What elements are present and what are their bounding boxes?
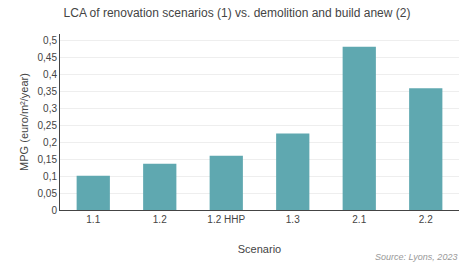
svg-text:0,05: 0,05 [38,188,58,199]
svg-text:1.3: 1.3 [286,214,300,225]
svg-text:2.2: 2.2 [419,214,433,225]
svg-text:1.2: 1.2 [153,214,167,225]
svg-text:0,2: 0,2 [43,137,57,148]
svg-text:LCA of renovation scenarios (1: LCA of renovation scenarios (1) vs. demo… [64,6,411,20]
svg-text:1.2 HHP: 1.2 HHP [207,214,245,225]
svg-text:0,35: 0,35 [38,86,58,97]
svg-text:0,4: 0,4 [43,69,57,80]
svg-text:0,15: 0,15 [38,154,58,165]
svg-text:0,25: 0,25 [38,120,58,131]
svg-text:2.1: 2.1 [352,214,366,225]
svg-text:Source: Lyons, 2023: Source: Lyons, 2023 [375,252,457,262]
svg-text:0,45: 0,45 [38,52,58,63]
svg-text:0,5: 0,5 [43,35,57,46]
svg-text:MPG (euro/m²/year): MPG (euro/m²/year) [18,73,30,171]
svg-text:Scenario: Scenario [238,243,281,255]
svg-text:0,3: 0,3 [43,103,57,114]
svg-text:0: 0 [51,205,57,216]
svg-text:1.1: 1.1 [86,214,100,225]
svg-text:0,1: 0,1 [43,171,57,182]
